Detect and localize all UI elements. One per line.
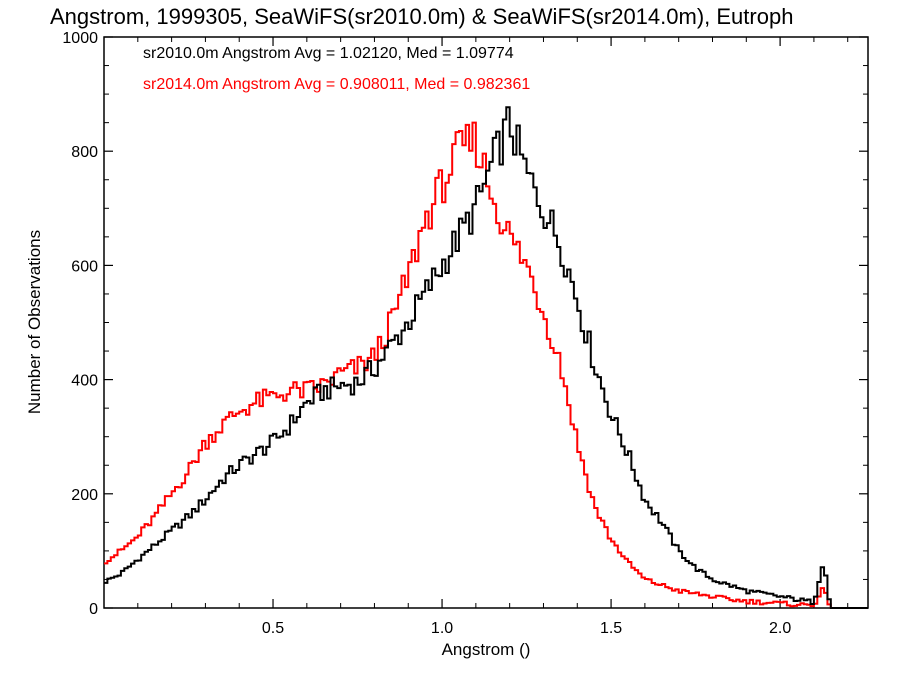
x-tick-label: 2.0 — [769, 620, 791, 637]
y-tick-label: 0 — [89, 601, 98, 618]
series-sr2014-line — [104, 121, 868, 609]
chart-title: Angstrom, 1999305, SeaWiFS(sr2010.0m) & … — [50, 4, 793, 29]
x-tick-label: 1.0 — [431, 620, 453, 637]
y-tick-label: 400 — [71, 373, 98, 390]
x-tick-label: 0.5 — [262, 620, 284, 637]
y-tick-label: 600 — [71, 258, 98, 275]
stats-line-sr2014: sr2014.0m Angstrom Avg = 0.908011, Med =… — [143, 76, 530, 93]
x-tick-label: 1.5 — [600, 620, 622, 637]
axis-ticks: 0.5 1.0 1.5 2.0 0 200 400 600 800 1000 — [62, 30, 868, 637]
plot-frame — [103, 36, 869, 609]
series-layer — [104, 106, 868, 609]
stats-line-sr2010: sr2010.0m Angstrom Avg = 1.02120, Med = … — [143, 45, 514, 62]
series-sr2010-line — [104, 106, 868, 609]
y-tick-label: 1000 — [62, 30, 98, 47]
x-axis-label: Angstrom () — [442, 640, 531, 659]
y-axis-label: Number of Observations — [25, 230, 44, 414]
y-tick-label: 800 — [71, 144, 98, 161]
y-tick-label: 200 — [71, 487, 98, 504]
